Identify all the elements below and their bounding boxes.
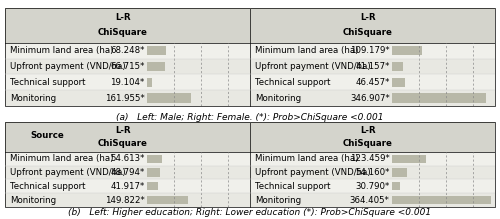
Text: L-R: L-R <box>115 13 130 22</box>
Text: Upfront payment (VND/ha): Upfront payment (VND/ha) <box>255 62 370 71</box>
Bar <box>250 90 495 106</box>
Bar <box>147 182 158 191</box>
Text: Upfront payment (VND/ha): Upfront payment (VND/ha) <box>255 168 370 177</box>
Text: L-R: L-R <box>360 13 376 22</box>
Text: 364.405*: 364.405* <box>350 196 390 205</box>
Text: Technical support: Technical support <box>10 78 86 87</box>
Text: ChiSquare: ChiSquare <box>342 28 392 37</box>
Bar <box>147 62 165 71</box>
Bar <box>147 78 152 87</box>
Text: 109.179*: 109.179* <box>350 46 390 55</box>
Text: ChiSquare: ChiSquare <box>98 28 148 37</box>
Bar <box>147 168 160 177</box>
Text: ChiSquare: ChiSquare <box>342 139 392 148</box>
Text: Technical support: Technical support <box>255 78 330 87</box>
Bar <box>5 74 250 90</box>
Bar <box>250 43 495 58</box>
Bar <box>392 196 491 204</box>
Text: Technical support: Technical support <box>10 182 86 191</box>
Text: 66.715*: 66.715* <box>110 62 144 71</box>
Bar <box>5 122 250 152</box>
Text: Minimum land area (ha): Minimum land area (ha) <box>255 46 358 55</box>
Text: L-R: L-R <box>115 125 130 134</box>
Bar <box>5 166 250 179</box>
Bar <box>392 62 403 71</box>
Text: 54.160*: 54.160* <box>356 168 390 177</box>
Text: Minimum land area (ha): Minimum land area (ha) <box>255 154 358 163</box>
Bar <box>250 58 495 74</box>
Text: 19.104*: 19.104* <box>110 78 144 87</box>
Bar <box>250 152 495 166</box>
Text: 48.794*: 48.794* <box>110 168 144 177</box>
Text: Technical support: Technical support <box>255 182 330 191</box>
Bar <box>147 46 166 55</box>
Text: Upfront payment (VND/ha): Upfront payment (VND/ha) <box>10 62 126 71</box>
Text: Minimum land area (ha): Minimum land area (ha) <box>10 46 114 55</box>
Text: Monitoring: Monitoring <box>255 196 301 205</box>
Bar <box>392 168 407 177</box>
Text: 41.917*: 41.917* <box>110 182 144 191</box>
Text: Source: Source <box>30 131 64 140</box>
Bar <box>392 155 426 163</box>
Bar <box>147 196 188 204</box>
Text: 346.907*: 346.907* <box>350 94 390 103</box>
Text: 54.613*: 54.613* <box>110 154 144 163</box>
Bar <box>250 122 495 152</box>
Text: 41.157*: 41.157* <box>356 62 390 71</box>
Bar <box>5 193 250 207</box>
Bar <box>5 8 250 43</box>
Bar <box>5 179 250 193</box>
Bar <box>250 74 495 90</box>
Bar <box>250 193 495 207</box>
Bar <box>392 94 486 103</box>
Text: 123.459*: 123.459* <box>350 154 390 163</box>
Bar <box>147 155 162 163</box>
Bar <box>392 182 400 191</box>
Text: Minimum land area (ha): Minimum land area (ha) <box>10 154 114 163</box>
Bar <box>392 46 422 55</box>
Text: ChiSquare: ChiSquare <box>98 139 148 148</box>
Text: (a)   Left: Male; Right: Female. (*): Prob>ChiSquare <0.001: (a) Left: Male; Right: Female. (*): Prob… <box>116 113 384 122</box>
Bar <box>5 58 250 74</box>
Bar <box>5 43 250 58</box>
Text: 161.955*: 161.955* <box>105 94 144 103</box>
Bar <box>147 94 191 103</box>
Text: 68.248*: 68.248* <box>110 46 144 55</box>
Text: 149.822*: 149.822* <box>105 196 144 205</box>
Bar <box>392 78 404 87</box>
Text: 46.457*: 46.457* <box>356 78 390 87</box>
Text: Upfront payment (VND/ha): Upfront payment (VND/ha) <box>10 168 126 177</box>
Text: (b)   Left: Higher education; Right: Lower education (*): Prob>ChiSquare <0.001: (b) Left: Higher education; Right: Lower… <box>68 208 432 217</box>
Bar <box>250 166 495 179</box>
Bar <box>5 152 250 166</box>
Text: Monitoring: Monitoring <box>10 196 56 205</box>
Text: Monitoring: Monitoring <box>255 94 301 103</box>
Bar <box>250 179 495 193</box>
Bar <box>5 90 250 106</box>
Text: 30.790*: 30.790* <box>356 182 390 191</box>
Bar <box>250 8 495 43</box>
Text: L-R: L-R <box>360 125 376 134</box>
Text: Monitoring: Monitoring <box>10 94 56 103</box>
